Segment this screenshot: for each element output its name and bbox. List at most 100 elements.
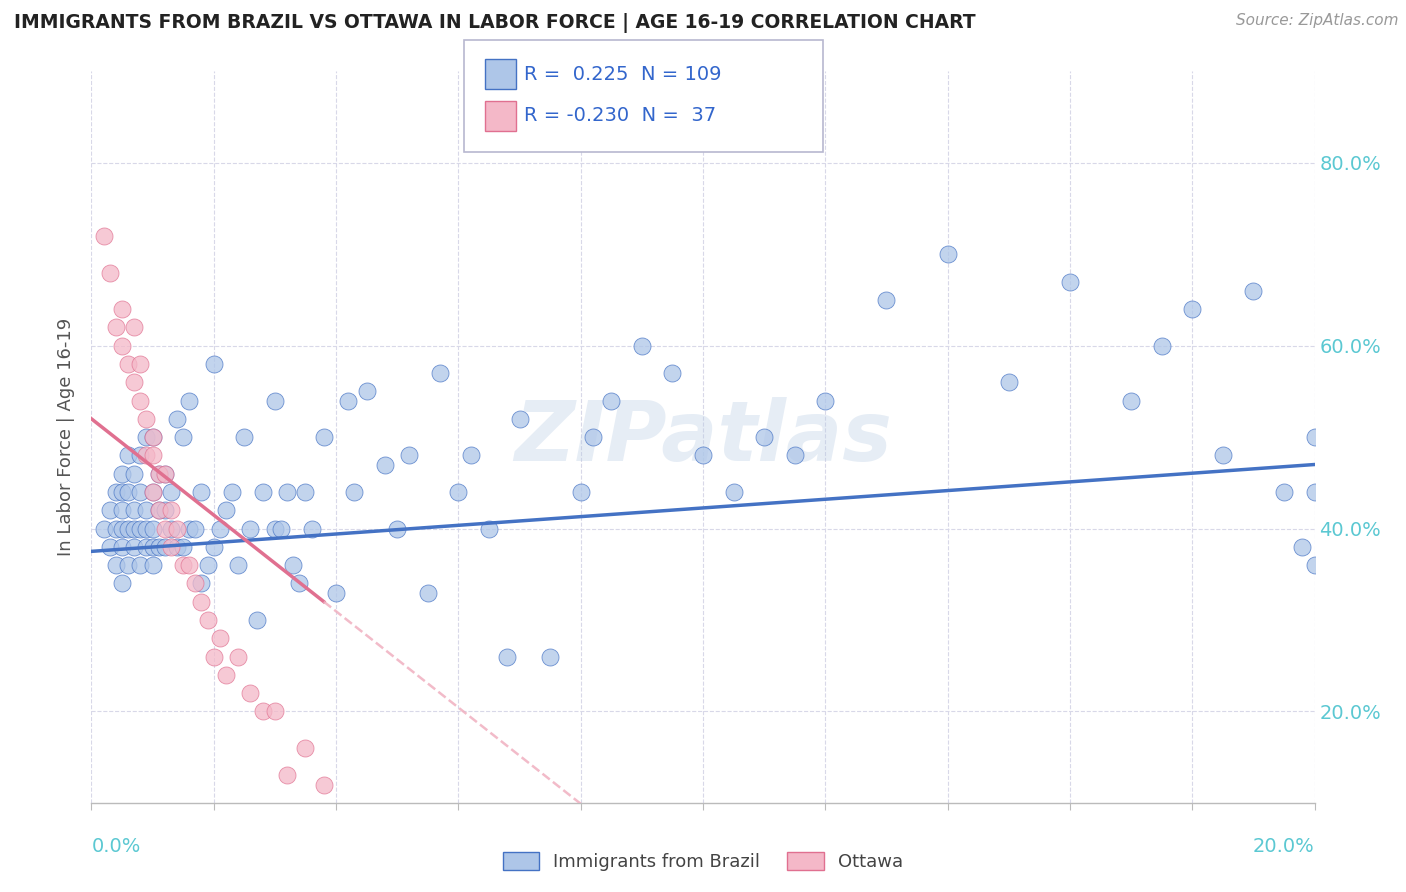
Point (294, 485, 316, 500)
Point (160, 521, 183, 535)
Point (1291, 540, 1313, 554)
Point (111, 485, 134, 500)
Point (276, 768, 298, 782)
Point (117, 558, 139, 573)
Legend: Immigrants from Brazil, Ottawa: Immigrants from Brazil, Ottawa (496, 845, 910, 879)
Point (122, 375, 145, 389)
Point (172, 540, 194, 554)
Point (312, 430, 335, 444)
Point (460, 448, 482, 462)
Point (122, 521, 145, 535)
Point (141, 485, 163, 500)
Point (337, 393, 360, 408)
Point (111, 467, 134, 481)
Point (264, 705, 287, 719)
Point (122, 540, 145, 554)
Point (301, 521, 323, 535)
Point (129, 485, 152, 500)
Point (111, 540, 134, 554)
Point (245, 613, 267, 627)
Point (197, 558, 219, 573)
Point (202, 357, 225, 371)
Point (343, 485, 366, 500)
Point (117, 485, 139, 500)
Point (538, 649, 561, 664)
Point (312, 778, 335, 792)
Point (1181, 301, 1204, 317)
Point (294, 740, 316, 755)
Point (754, 430, 776, 444)
Point (496, 649, 519, 664)
Point (160, 503, 183, 517)
Point (148, 503, 170, 517)
Point (582, 430, 605, 444)
Point (429, 366, 451, 380)
Point (135, 503, 157, 517)
Y-axis label: In Labor Force | Age 16-19: In Labor Force | Age 16-19 (58, 318, 76, 557)
Point (184, 521, 207, 535)
Point (723, 485, 745, 500)
Point (122, 320, 145, 334)
Point (416, 585, 439, 599)
Point (184, 576, 207, 591)
Point (264, 393, 287, 408)
Point (153, 467, 176, 481)
Point (221, 485, 243, 500)
Point (875, 293, 898, 307)
Point (166, 521, 188, 535)
Point (172, 430, 194, 444)
Point (122, 467, 145, 481)
Point (226, 558, 249, 573)
Point (1121, 393, 1143, 408)
Point (252, 485, 274, 500)
Point (385, 521, 409, 535)
Point (661, 366, 683, 380)
Point (179, 558, 201, 573)
Text: R =  0.225  N = 109: R = 0.225 N = 109 (524, 64, 721, 84)
Point (141, 558, 163, 573)
Point (141, 430, 163, 444)
Point (1303, 430, 1326, 444)
Text: R = -0.230  N =  37: R = -0.230 N = 37 (524, 106, 717, 126)
Point (631, 338, 654, 352)
Point (104, 320, 127, 334)
Point (160, 485, 183, 500)
Point (325, 585, 347, 599)
Point (129, 357, 152, 371)
Point (239, 686, 262, 700)
Point (160, 540, 183, 554)
Point (215, 667, 238, 681)
Point (111, 301, 134, 317)
Point (179, 393, 201, 408)
Point (153, 540, 176, 554)
Point (172, 558, 194, 573)
Point (122, 503, 145, 517)
Point (270, 521, 292, 535)
Point (190, 576, 212, 591)
Point (692, 448, 714, 462)
Point (998, 375, 1021, 389)
Point (104, 558, 127, 573)
Point (129, 448, 152, 462)
Text: 20.0%: 20.0% (1253, 837, 1315, 855)
Point (202, 540, 225, 554)
Point (117, 448, 139, 462)
Point (111, 521, 134, 535)
Point (104, 521, 127, 535)
Point (166, 540, 188, 554)
Point (1303, 558, 1326, 573)
Point (98, 266, 121, 280)
Point (600, 393, 623, 408)
Point (98, 540, 121, 554)
Point (135, 448, 157, 462)
Point (148, 503, 170, 517)
Point (93, 228, 115, 243)
Point (226, 649, 249, 664)
Point (1243, 284, 1265, 298)
Point (148, 540, 170, 554)
Point (129, 393, 152, 408)
Point (141, 430, 163, 444)
Point (104, 485, 127, 500)
Point (135, 521, 157, 535)
Point (117, 357, 139, 371)
